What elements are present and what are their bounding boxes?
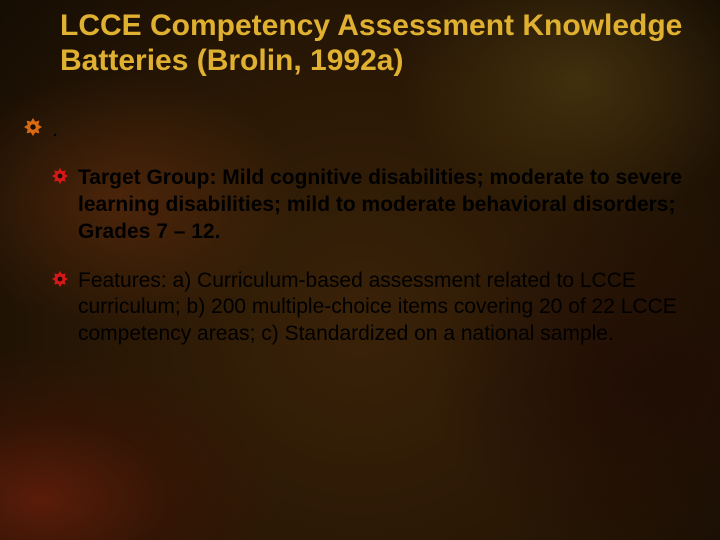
slide-container: LCCE Competency Assessment Knowledge Bat…: [0, 0, 720, 540]
bullet-text: Features: a) Curriculum-based assessment…: [78, 268, 710, 349]
slide-title: LCCE Competency Assessment Knowledge Bat…: [60, 8, 706, 79]
bullet-row-2: Target Group: Mild cognitive disabilitie…: [52, 165, 710, 246]
bullet-row-1: .: [24, 115, 710, 143]
gear-icon: [52, 271, 68, 292]
gear-icon: [24, 118, 42, 141]
gear-icon: [52, 168, 68, 189]
bullet-text: .: [52, 115, 58, 143]
bullet-text: Target Group: Mild cognitive disabilitie…: [78, 165, 710, 246]
bullet-row-3: Features: a) Curriculum-based assessment…: [52, 268, 710, 349]
